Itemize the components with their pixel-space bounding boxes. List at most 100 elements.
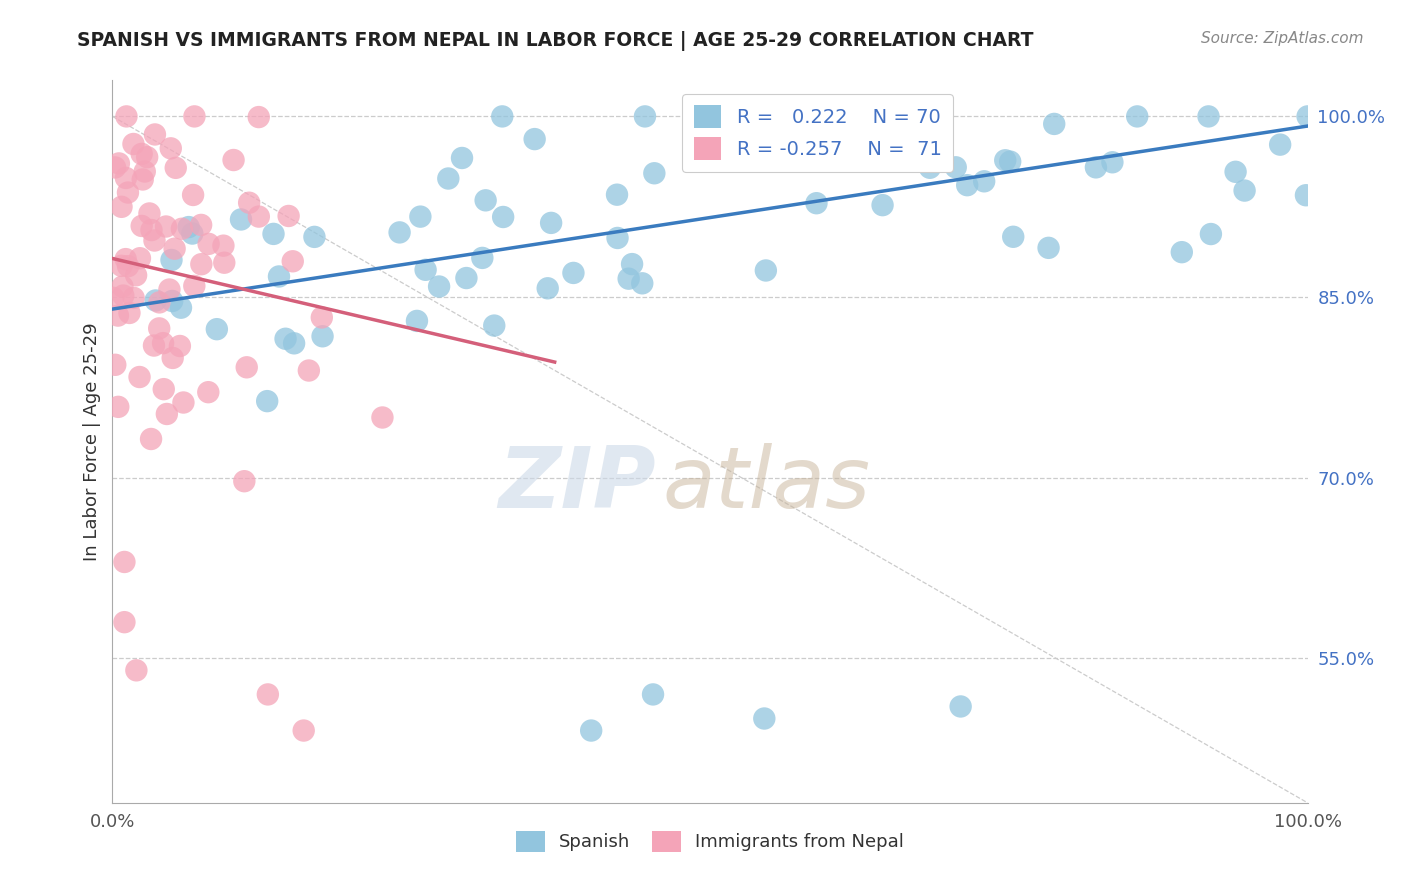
Immigrants from Nepal [222,153,245,167]
Spanish [160,252,183,267]
Spanish [1126,109,1149,123]
Spanish [1233,184,1256,198]
Spanish [177,220,200,235]
Spanish [145,293,167,308]
Spanish [606,231,628,245]
Immigrants from Nepal [112,288,135,302]
Spanish [617,271,640,285]
Spanish [754,712,776,726]
Immigrants from Nepal [247,110,270,124]
Immigrants from Nepal [114,555,135,569]
Spanish [755,263,778,277]
Immigrants from Nepal [134,164,156,178]
Spanish [804,109,827,123]
Spanish [229,212,252,227]
Immigrants from Nepal [143,128,166,142]
Immigrants from Nepal [148,321,170,335]
Immigrants from Nepal [139,432,162,446]
Immigrants from Nepal [114,615,135,630]
Immigrants from Nepal [235,360,257,375]
Immigrants from Nepal [117,259,139,273]
Immigrants from Nepal [138,206,160,220]
Immigrants from Nepal [238,195,260,210]
Immigrants from Nepal [152,382,174,396]
Immigrants from Nepal [104,161,127,175]
Spanish [491,109,513,123]
Spanish [256,394,278,409]
Immigrants from Nepal [131,219,153,233]
Immigrants from Nepal [247,210,270,224]
Spanish [170,301,193,315]
Spanish [606,187,628,202]
Spanish [641,687,664,701]
Immigrants from Nepal [257,687,280,701]
Spanish [474,194,496,208]
Spanish [160,293,183,308]
Spanish [311,329,333,343]
Immigrants from Nepal [233,474,256,488]
Immigrants from Nepal [143,338,166,352]
Immigrants from Nepal [110,259,132,273]
Immigrants from Nepal [117,186,139,200]
Immigrants from Nepal [371,410,394,425]
Text: SPANISH VS IMMIGRANTS FROM NEPAL IN LABOR FORCE | AGE 25-29 CORRELATION CHART: SPANISH VS IMMIGRANTS FROM NEPAL IN LABO… [77,31,1033,51]
Spanish [181,227,204,241]
Spanish [1038,241,1060,255]
Immigrants from Nepal [107,309,129,323]
Immigrants from Nepal [115,109,138,123]
Spanish [1295,188,1317,202]
Immigrants from Nepal [141,223,163,237]
Immigrants from Nepal [298,363,321,377]
Immigrants from Nepal [183,109,205,123]
Spanish [1198,109,1220,123]
Spanish [456,271,478,285]
Immigrants from Nepal [277,209,299,223]
Immigrants from Nepal [125,268,148,283]
Spanish [537,281,560,295]
Spanish [263,227,285,241]
Immigrants from Nepal [159,141,181,155]
Spanish [409,210,432,224]
Spanish [748,109,770,123]
Immigrants from Nepal [110,200,132,214]
Spanish [973,174,995,188]
Immigrants from Nepal [131,147,153,161]
Y-axis label: In Labor Force | Age 25-29: In Labor Force | Age 25-29 [83,322,101,561]
Spanish [998,154,1021,169]
Immigrants from Nepal [311,310,333,325]
Spanish [492,210,515,224]
Immigrants from Nepal [162,351,184,365]
Spanish [1171,245,1194,260]
Immigrants from Nepal [214,256,236,270]
Immigrants from Nepal [129,251,152,265]
Spanish [956,178,979,193]
Spanish [1199,227,1222,241]
Spanish [994,153,1017,168]
Immigrants from Nepal [181,188,204,202]
Spanish [707,110,730,124]
Spanish [283,336,305,351]
Spanish [1084,161,1107,175]
Spanish [634,109,657,123]
Immigrants from Nepal [190,257,212,271]
Immigrants from Nepal [212,238,235,252]
Immigrants from Nepal [143,234,166,248]
Immigrants from Nepal [190,218,212,232]
Text: atlas: atlas [662,443,870,526]
Spanish [437,171,460,186]
Spanish [451,151,474,165]
Spanish [806,196,828,211]
Spanish [872,198,894,212]
Immigrants from Nepal [148,295,170,310]
Immigrants from Nepal [114,252,136,266]
Spanish [1268,137,1291,152]
Spanish [1002,229,1025,244]
Immigrants from Nepal [163,242,186,256]
Spanish [918,161,941,175]
Immigrants from Nepal [169,339,191,353]
Immigrants from Nepal [157,283,180,297]
Spanish [949,699,972,714]
Spanish [267,269,290,284]
Spanish [1225,165,1247,179]
Spanish [869,109,891,123]
